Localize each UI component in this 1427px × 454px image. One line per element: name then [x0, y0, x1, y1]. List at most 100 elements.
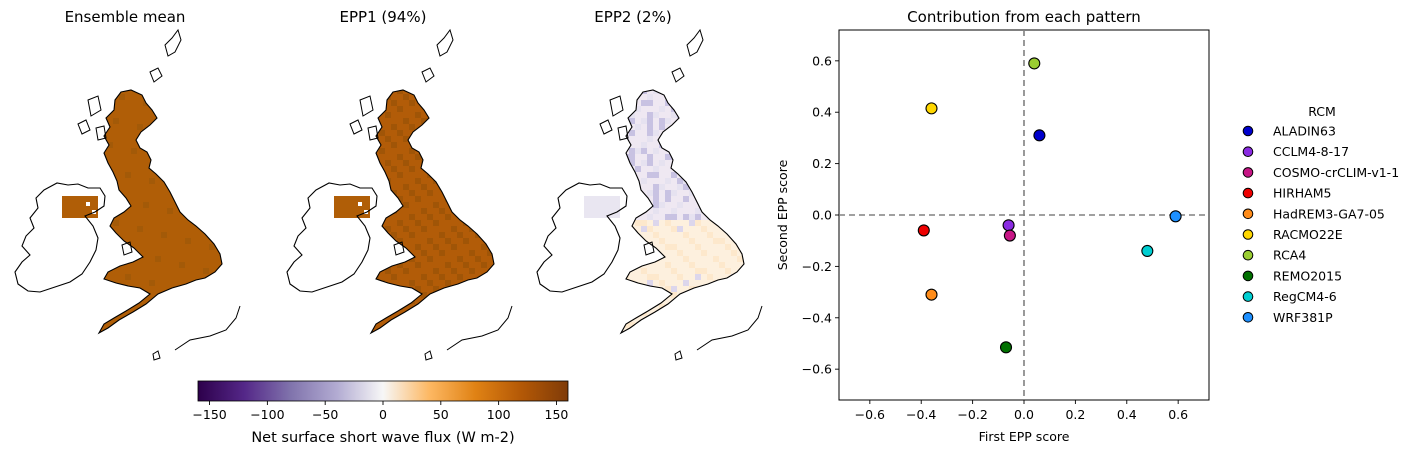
x-tick-label: −0.6	[855, 407, 885, 422]
scatter-title: Contribution from each pattern	[907, 8, 1141, 26]
point-cclm4-8-17	[1002, 219, 1015, 232]
colorbar-tick-label: 150	[545, 407, 569, 422]
point-remo2015	[999, 341, 1013, 354]
gb-field	[371, 90, 494, 333]
island-coastline	[359, 95, 374, 117]
point-cosmo-crclim-v1-1	[1003, 229, 1016, 242]
northern-ireland-field	[62, 196, 98, 218]
great-britain-coastline	[97, 89, 223, 335]
island-coastline	[421, 67, 435, 83]
reference-lines	[839, 30, 1209, 400]
legend-marker-hirham5	[1242, 187, 1254, 199]
great-britain-coastline	[619, 89, 745, 335]
legend-marker-wrf381p	[1242, 312, 1254, 323]
y-tick-label: 0.2	[812, 156, 832, 171]
island-coastline	[393, 241, 405, 256]
island-coastline	[424, 350, 433, 361]
legend: RCM ALADIN63 CCLM4-8-17 COSMO-crCLIM-v1-1 H…	[1242, 104, 1399, 325]
x-tick-label: −0.4	[906, 407, 936, 422]
uk-map	[536, 28, 763, 361]
ireland-coastline	[14, 182, 106, 293]
map-title: EPP1 (94%)	[340, 8, 427, 26]
colorbar-tick-label: 0	[379, 407, 387, 422]
x-axis-label: First EPP score	[979, 429, 1070, 444]
legend-items: ALADIN63 CCLM4-8-17 COSMO-crCLIM-v1-1 HIRHA…	[1242, 124, 1399, 325]
legend-marker-cosmo-crclim-v1-1	[1242, 167, 1254, 178]
gb-field	[621, 90, 744, 333]
island-coastline	[95, 125, 107, 141]
x-axis-ticks: −0.6 −0.4 −0.2 0.0 0.2 0.4 0.6	[855, 400, 1188, 422]
colorbar-tick-label: 50	[433, 407, 449, 422]
point-aladin63	[1033, 129, 1046, 142]
x-tick-label: 0.0	[1014, 407, 1034, 422]
colorbar-ticks: −150 −100 −50 0 50 100 150	[192, 401, 568, 422]
island-coastline	[152, 350, 161, 361]
scatter-points	[917, 57, 1182, 354]
y-tick-label: 0.6	[812, 53, 832, 68]
france-coastline	[446, 305, 513, 351]
colorbar: −150 −100 −50 0 50 100 150 Net surface short w…	[192, 380, 569, 446]
island-coastline	[436, 28, 454, 57]
legend-marker-cclm4-8-17	[1242, 146, 1254, 157]
island-coastline	[686, 28, 704, 57]
legend-marker-regcm4-6	[1242, 291, 1254, 302]
island-coastline	[164, 28, 182, 57]
uk-map	[286, 28, 513, 361]
point-racmo22e	[925, 102, 938, 115]
point-rca4	[1028, 57, 1041, 70]
island-coastline	[367, 125, 379, 141]
legend-label-hirham5: HIRHAM5	[1273, 186, 1331, 201]
island-coastline	[149, 67, 163, 83]
northern-ireland-field	[584, 196, 620, 218]
map-panel-epp2: EPP2 (2%)	[536, 8, 763, 361]
legend-title: RCM	[1308, 104, 1336, 119]
y-tick-label: −0.2	[802, 259, 832, 274]
y-tick-label: 0.0	[812, 208, 832, 223]
island-coastline	[599, 119, 613, 135]
ireland-coastline	[536, 182, 628, 293]
island-coastline	[349, 119, 363, 135]
island-coastline	[609, 95, 624, 117]
map-title: EPP2 (2%)	[594, 8, 671, 26]
legend-marker-racmo22e	[1242, 229, 1254, 240]
y-tick-label: −0.6	[802, 362, 832, 377]
y-axis-ticks: −0.6 −0.4 −0.2 0.0 0.2 0.4 0.6	[802, 53, 839, 377]
legend-marker-rca4	[1242, 249, 1254, 261]
legend-label-aladin63: ALADIN63	[1273, 124, 1336, 139]
uk-map	[14, 28, 241, 361]
colorbar-tick-label: −150	[192, 407, 226, 422]
legend-marker-remo2015	[1242, 270, 1254, 282]
legend-label-regcm4-6: RegCM4-6	[1273, 289, 1337, 304]
y-tick-label: −0.4	[802, 310, 832, 325]
legend-label-wrf381p: WRF381P	[1273, 310, 1333, 325]
island-coastline	[77, 119, 91, 135]
legend-marker-aladin63	[1242, 125, 1254, 137]
island-coastline	[121, 241, 133, 256]
point-regcm4-6	[1141, 244, 1154, 258]
colorbar-tick-label: −50	[312, 407, 338, 422]
y-tick-label: 0.4	[812, 105, 832, 120]
island-coastline	[674, 350, 683, 361]
legend-label-cosmo-crclim-v1-1: COSMO-crCLIM-v1-1	[1273, 165, 1399, 180]
colorbar-tick-label: −100	[250, 407, 284, 422]
legend-label-cclm4-8-17: CCLM4-8-17	[1273, 144, 1349, 159]
colorbar-gradient	[197, 380, 569, 402]
island-coastline	[671, 67, 685, 83]
island-coastline	[643, 241, 655, 256]
point-hadrem3-ga7-05	[925, 288, 938, 301]
y-axis-label: Second EPP score	[775, 159, 790, 270]
point-wrf381p	[1169, 210, 1182, 223]
legend-label-rca4: RCA4	[1273, 248, 1306, 263]
x-tick-label: 0.4	[1117, 407, 1137, 422]
northern-ireland-field	[334, 196, 370, 218]
legend-label-racmo22e: RACMO22E	[1273, 227, 1343, 242]
legend-marker-hadrem3-ga7-05	[1242, 208, 1254, 220]
x-tick-label: 0.2	[1065, 407, 1085, 422]
map-panel-ensemble-mean: Ensemble mean	[14, 8, 241, 361]
map-title: Ensemble mean	[65, 8, 186, 26]
scatter-plot: Contribution from each pattern −0.6 −0.4−…	[775, 8, 1210, 444]
france-coastline	[696, 305, 763, 351]
map-panel-epp1: EPP1 (94%)	[286, 8, 513, 361]
legend-label-hadrem3-ga7-05: HadREM3-GA7-05	[1273, 206, 1385, 221]
